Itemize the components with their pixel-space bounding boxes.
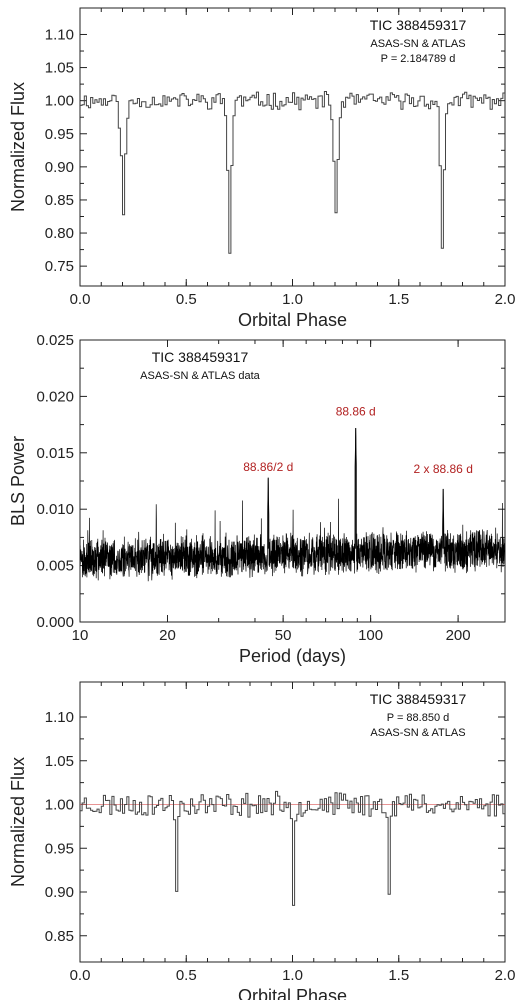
x-tick-label: 0.5 <box>176 967 197 984</box>
flux-series-line <box>80 91 505 254</box>
chart-title: TIC 388459317 <box>370 691 467 707</box>
chart-title: TIC 388459317 <box>152 349 249 365</box>
y-tick-label: 1.10 <box>45 709 74 726</box>
y-tick-label: 1.00 <box>45 797 74 814</box>
chart-panel-1: 0.75 0.80 0.85 0.90 0.95 1.00 1.05 1.10 0.0 0.5 1.… <box>8 7 516 330</box>
y-tick-label: 0.015 <box>36 445 74 462</box>
y-tick-label: 1.10 <box>45 26 74 43</box>
x-tick-label: 1.0 <box>282 291 303 308</box>
y-tick-label: 1.00 <box>45 93 74 110</box>
x-tick-label: 100 <box>358 627 383 644</box>
y-tick-label: 1.05 <box>45 753 74 770</box>
y-tick-label: 1.05 <box>45 60 74 77</box>
chart-subtitle-line: ASAS-SN & ATLAS data <box>140 370 261 382</box>
y-axis-label: BLS Power <box>8 436 28 526</box>
x-tick-label: 0.0 <box>70 291 91 308</box>
x-tick-label: 1.0 <box>282 967 303 984</box>
x-tick-label: 1.5 <box>388 967 409 984</box>
x-axis-label: Orbital Phase <box>238 986 347 1000</box>
chart-subtitle-line: ASAS-SN & ATLAS <box>370 38 465 50</box>
chart-subtitle-line: P = 2.184789 d <box>381 53 456 65</box>
x-tick-label: 0.0 <box>70 967 91 984</box>
chart-title: TIC 388459317 <box>370 17 467 33</box>
x-tick-label: 50 <box>275 627 292 644</box>
x-tick-label: 200 <box>446 627 471 644</box>
x-tick-label: 0.5 <box>176 291 197 308</box>
flux-series-line <box>80 790 505 906</box>
x-axis-label: Orbital Phase <box>238 310 347 330</box>
y-tick-label: 0.025 <box>36 332 74 349</box>
x-axis-label: Period (days) <box>239 646 346 666</box>
x-tick-label: 1.5 <box>388 291 409 308</box>
x-tick-label: 10 <box>72 627 89 644</box>
peak-annotation: 88.86/2 d <box>243 460 293 474</box>
y-tick-label: 0.95 <box>45 126 74 143</box>
y-tick-label: 0.010 <box>36 501 74 518</box>
y-tick-label: 0.95 <box>45 840 74 857</box>
y-axis-label: Normalized Flux <box>8 757 28 887</box>
chart-subtitle-line: ASAS-SN & ATLAS <box>370 727 465 739</box>
chart-panel-2: 0.000 0.005 0.010 0.015 0.020 0.025 10 20 50 100 2… <box>8 332 506 666</box>
plot-frame <box>79 339 506 623</box>
y-tick-label: 0.020 <box>36 388 74 405</box>
y-tick-label: 0.75 <box>45 258 74 275</box>
chart-subtitle-line: P = 88.850 d <box>387 712 450 724</box>
peak-annotation: 2 x 88.86 d <box>413 462 472 476</box>
bls-power-series-line <box>80 428 505 582</box>
x-tick-label: 2.0 <box>495 291 516 308</box>
x-tick-label: 20 <box>159 627 176 644</box>
y-tick-label: 0.005 <box>36 558 74 575</box>
x-tick-label: 2.0 <box>495 967 516 984</box>
y-axis-label: Normalized Flux <box>8 82 28 212</box>
y-tick-label: 0.90 <box>45 159 74 176</box>
peak-annotation: 88.86 d <box>336 405 376 419</box>
y-tick-label: 0.000 <box>36 614 74 631</box>
y-tick-label: 0.80 <box>45 225 74 242</box>
y-tick-label: 0.90 <box>45 884 74 901</box>
y-tick-label: 0.85 <box>45 928 74 945</box>
chart-panel-3: 0.85 0.90 0.95 1.00 1.05 1.10 0.0 0.5 1.0 1.5 2.0 O… <box>8 681 516 1000</box>
y-tick-label: 0.85 <box>45 192 74 209</box>
